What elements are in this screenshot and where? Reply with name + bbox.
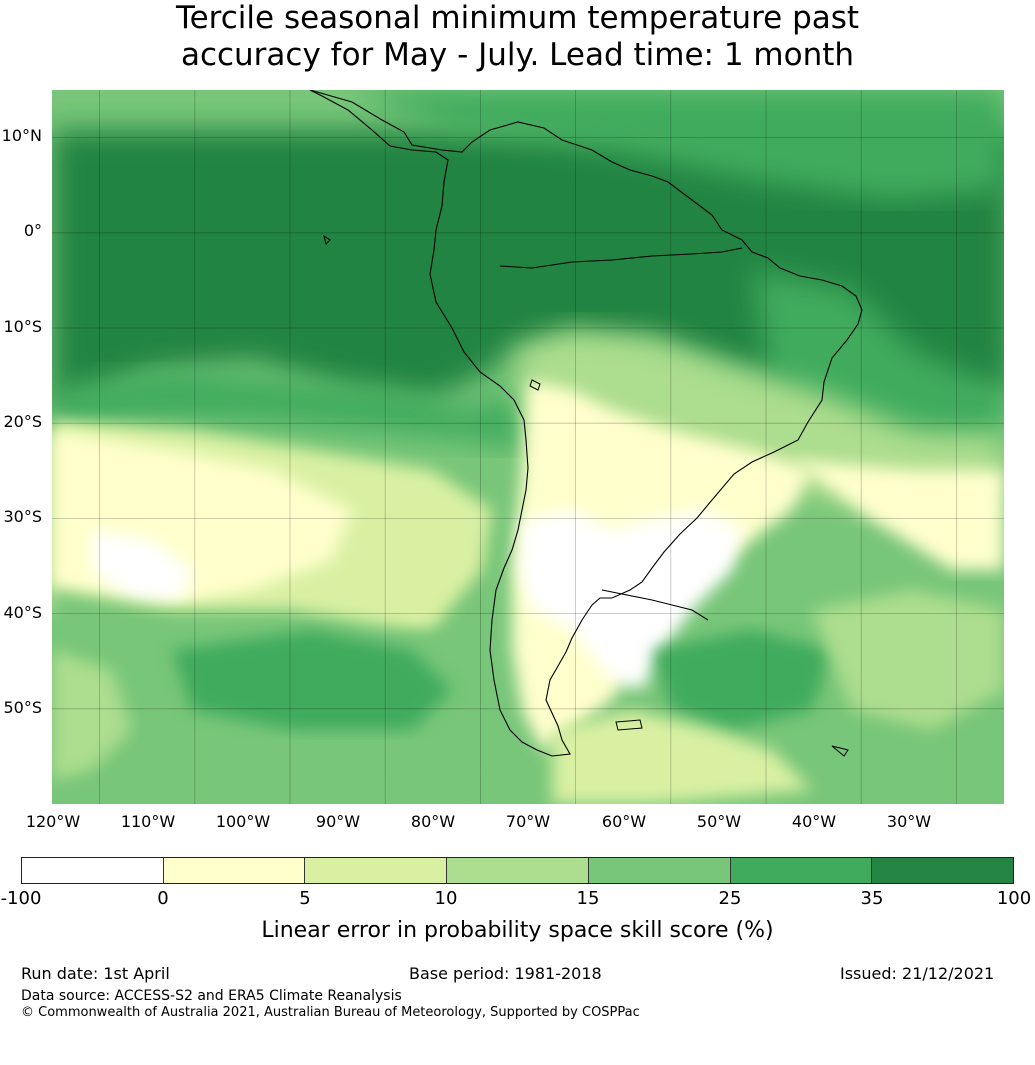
lon-label-80w: 80°W: [410, 812, 456, 831]
base-period: Base period: 1981-2018: [409, 964, 602, 983]
run-date: Run date: 1st April: [21, 964, 170, 983]
skill-region: [512, 330, 1004, 510]
colorbar-segment-lt0: [22, 858, 164, 883]
colorbar-segment-0-5: [163, 858, 306, 883]
islands: [323, 234, 849, 757]
skill-region: [652, 630, 832, 730]
colorbar-label: Linear error in probability space skill …: [261, 918, 774, 943]
skill-region: [52, 650, 132, 780]
lon-label-70w: 70°W: [505, 812, 551, 831]
lat-label-30s: 30°S: [3, 507, 42, 526]
lon-label-120w: 120°W: [25, 812, 81, 831]
lake-titicaca: [529, 379, 541, 391]
skill-score-map: [52, 90, 1004, 804]
skill-region: [92, 530, 192, 600]
colorbar-tick-15: 15: [576, 888, 600, 909]
lon-label-110w: 110°W: [120, 812, 176, 831]
lat-label-10n: 10°N: [1, 126, 42, 145]
skill-region: [552, 710, 812, 804]
skill-region: [520, 510, 742, 690]
skill-region: [172, 630, 452, 730]
skill-region: [812, 590, 1004, 730]
colorbar: [21, 857, 1014, 884]
south-georgia: [831, 745, 849, 757]
title-line-1: Tercile seasonal minimum temperature pas…: [175, 0, 860, 36]
lon-label-30w: 30°W: [886, 812, 932, 831]
skill-region: [792, 460, 1004, 570]
colorbar-segment-5-10: [305, 858, 448, 883]
galapagos-islands: [323, 234, 331, 245]
title-line-2: accuracy for May - July. Lead time: 1 mo…: [180, 37, 855, 73]
issued-date: Issued: 21/12/2021: [840, 964, 995, 983]
colorbar-segment-10-15: [447, 858, 589, 883]
coastline: [309, 90, 863, 757]
falkland-islands: [615, 719, 643, 731]
graticule: [52, 90, 1004, 804]
lon-label-50w: 50°W: [696, 812, 742, 831]
colorbar-tick-35: 35: [860, 888, 884, 909]
colorbar-tick-25: 25: [718, 888, 742, 909]
colorbar-tick-0: 0: [157, 888, 169, 909]
lat-label-0: 0°: [23, 221, 42, 240]
colorbar-tick-10: 10: [434, 888, 458, 909]
data-source: Data source: ACCESS-S2 and ERA5 Climate …: [21, 988, 402, 1004]
colorbar-tick-100: 100: [996, 888, 1032, 909]
skill-region: [52, 370, 522, 450]
colorbar-segment-35-100: [872, 858, 1014, 883]
lon-label-60w: 60°W: [601, 812, 647, 831]
colorbar-segment-25-35: [730, 858, 873, 883]
skill-region: [52, 90, 1004, 200]
lat-label-10s: 10°S: [3, 317, 42, 336]
lat-label-40s: 40°S: [3, 603, 42, 622]
lon-label-100w: 100°W: [215, 812, 271, 831]
copyright: © Commonwealth of Australia 2021, Austra…: [21, 1005, 640, 1020]
map-title: Tercile seasonal minimum temperature pas…: [0, 0, 1035, 74]
lon-label-40w: 40°W: [791, 812, 837, 831]
lat-label-20s: 20°S: [3, 412, 42, 431]
colorbar-tick-5: 5: [299, 888, 311, 909]
lon-label-90w: 90°W: [315, 812, 361, 831]
lat-label-50s: 50°S: [3, 698, 42, 717]
map-canvas: [52, 90, 1004, 804]
colorbar-segment-15-25: [588, 858, 731, 883]
colorbar-tick-minus100: -100: [0, 888, 42, 909]
